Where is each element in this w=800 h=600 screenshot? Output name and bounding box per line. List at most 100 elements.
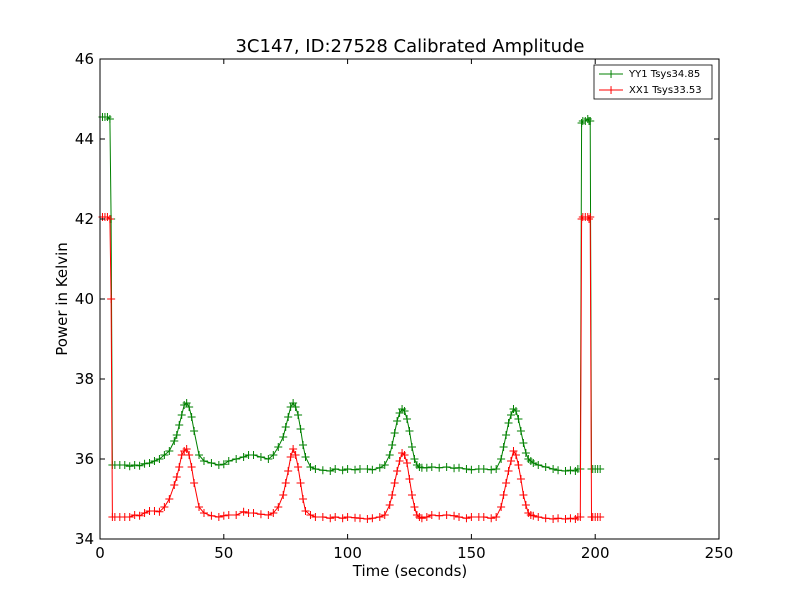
data-point — [504, 467, 513, 475]
data-point — [507, 411, 516, 419]
data-point — [145, 459, 154, 467]
data-point — [286, 453, 295, 461]
data-point — [407, 443, 416, 451]
data-point — [175, 421, 184, 429]
data-point — [331, 513, 340, 521]
data-point — [497, 455, 506, 463]
data-point — [479, 465, 488, 473]
data-point — [165, 447, 174, 455]
data-point — [279, 433, 288, 441]
data-point — [281, 479, 290, 487]
data-point — [107, 295, 116, 303]
data-point — [577, 215, 586, 223]
data-point — [511, 407, 520, 415]
data-point — [393, 417, 402, 425]
y-axis-label: Power in Kelvin — [53, 242, 71, 356]
data-point — [405, 475, 414, 483]
data-point — [442, 463, 451, 471]
data-point — [199, 457, 208, 465]
data-point — [318, 513, 327, 521]
data-point — [388, 441, 397, 449]
data-point — [294, 463, 303, 471]
data-point — [269, 509, 278, 517]
data-point — [160, 503, 169, 511]
data-point — [326, 467, 335, 475]
data-point — [207, 511, 216, 520]
data-point — [135, 461, 144, 470]
data-point — [462, 514, 471, 523]
data-point — [170, 437, 179, 445]
data-point — [519, 491, 528, 499]
data-point — [516, 427, 525, 435]
data-point — [274, 443, 283, 451]
data-point — [507, 457, 516, 465]
legend-yy1-label: YY1 Tsys34.85 — [628, 69, 700, 80]
data-point — [521, 449, 530, 457]
data-point — [554, 514, 563, 523]
data-point — [326, 514, 335, 523]
data-point — [269, 451, 278, 459]
data-point — [177, 411, 186, 419]
data-point — [492, 513, 501, 521]
y-tick-label: 34 — [75, 530, 94, 548]
data-point — [224, 511, 233, 519]
data-point — [256, 510, 265, 519]
data-point — [385, 501, 394, 509]
data-point — [140, 509, 149, 517]
axis-ticks: 0 50 100 150 200 250 34 36 38 40 42 44 46 — [75, 50, 733, 562]
data-point — [187, 413, 196, 421]
data-point — [281, 423, 290, 431]
x-tick-label: 150 — [457, 544, 486, 562]
series-1 — [98, 213, 605, 523]
data-point — [125, 462, 134, 471]
data-point — [331, 465, 340, 473]
data-point — [576, 513, 585, 521]
data-point — [214, 461, 223, 469]
data-point — [279, 491, 288, 499]
data-point — [256, 453, 265, 461]
data-point — [165, 495, 174, 503]
data-point — [368, 465, 377, 474]
y-tick-label: 46 — [75, 50, 94, 68]
data-point — [299, 441, 308, 449]
data-point — [516, 475, 525, 483]
data-point — [232, 455, 241, 463]
data-point — [455, 463, 464, 472]
data-point — [380, 461, 389, 469]
data-point — [566, 466, 575, 475]
data-point — [549, 515, 558, 523]
data-point — [577, 119, 586, 127]
data-point — [561, 467, 570, 475]
data-point — [343, 465, 352, 473]
data-point — [410, 503, 419, 511]
data-point — [529, 511, 538, 520]
data-point — [442, 511, 451, 519]
data-point — [388, 491, 397, 499]
data-point — [130, 461, 139, 469]
y-tick-label: 44 — [75, 130, 94, 148]
legend: + YY1 Tsys34.85 + XX1 Tsys33.53 — [593, 64, 713, 100]
data-point — [435, 463, 444, 472]
legend-xx1-marker: + — [606, 83, 616, 97]
data-point — [375, 513, 384, 521]
data-point — [150, 457, 159, 465]
data-point — [487, 465, 496, 474]
data-point — [338, 514, 347, 523]
data-point — [467, 513, 476, 521]
data-point — [187, 463, 196, 471]
x-tick-label: 50 — [214, 544, 233, 562]
data-point — [284, 413, 293, 421]
data-point — [219, 511, 228, 520]
data-point — [155, 455, 164, 463]
data-point — [400, 407, 409, 415]
data-point — [195, 451, 204, 459]
data-point — [504, 419, 513, 427]
data-point — [497, 503, 506, 511]
data-point — [549, 465, 558, 473]
data-point — [172, 431, 181, 439]
series-0 — [98, 113, 605, 475]
y-tick-label: 36 — [75, 450, 94, 468]
data-point — [363, 515, 372, 523]
data-point — [351, 465, 360, 474]
